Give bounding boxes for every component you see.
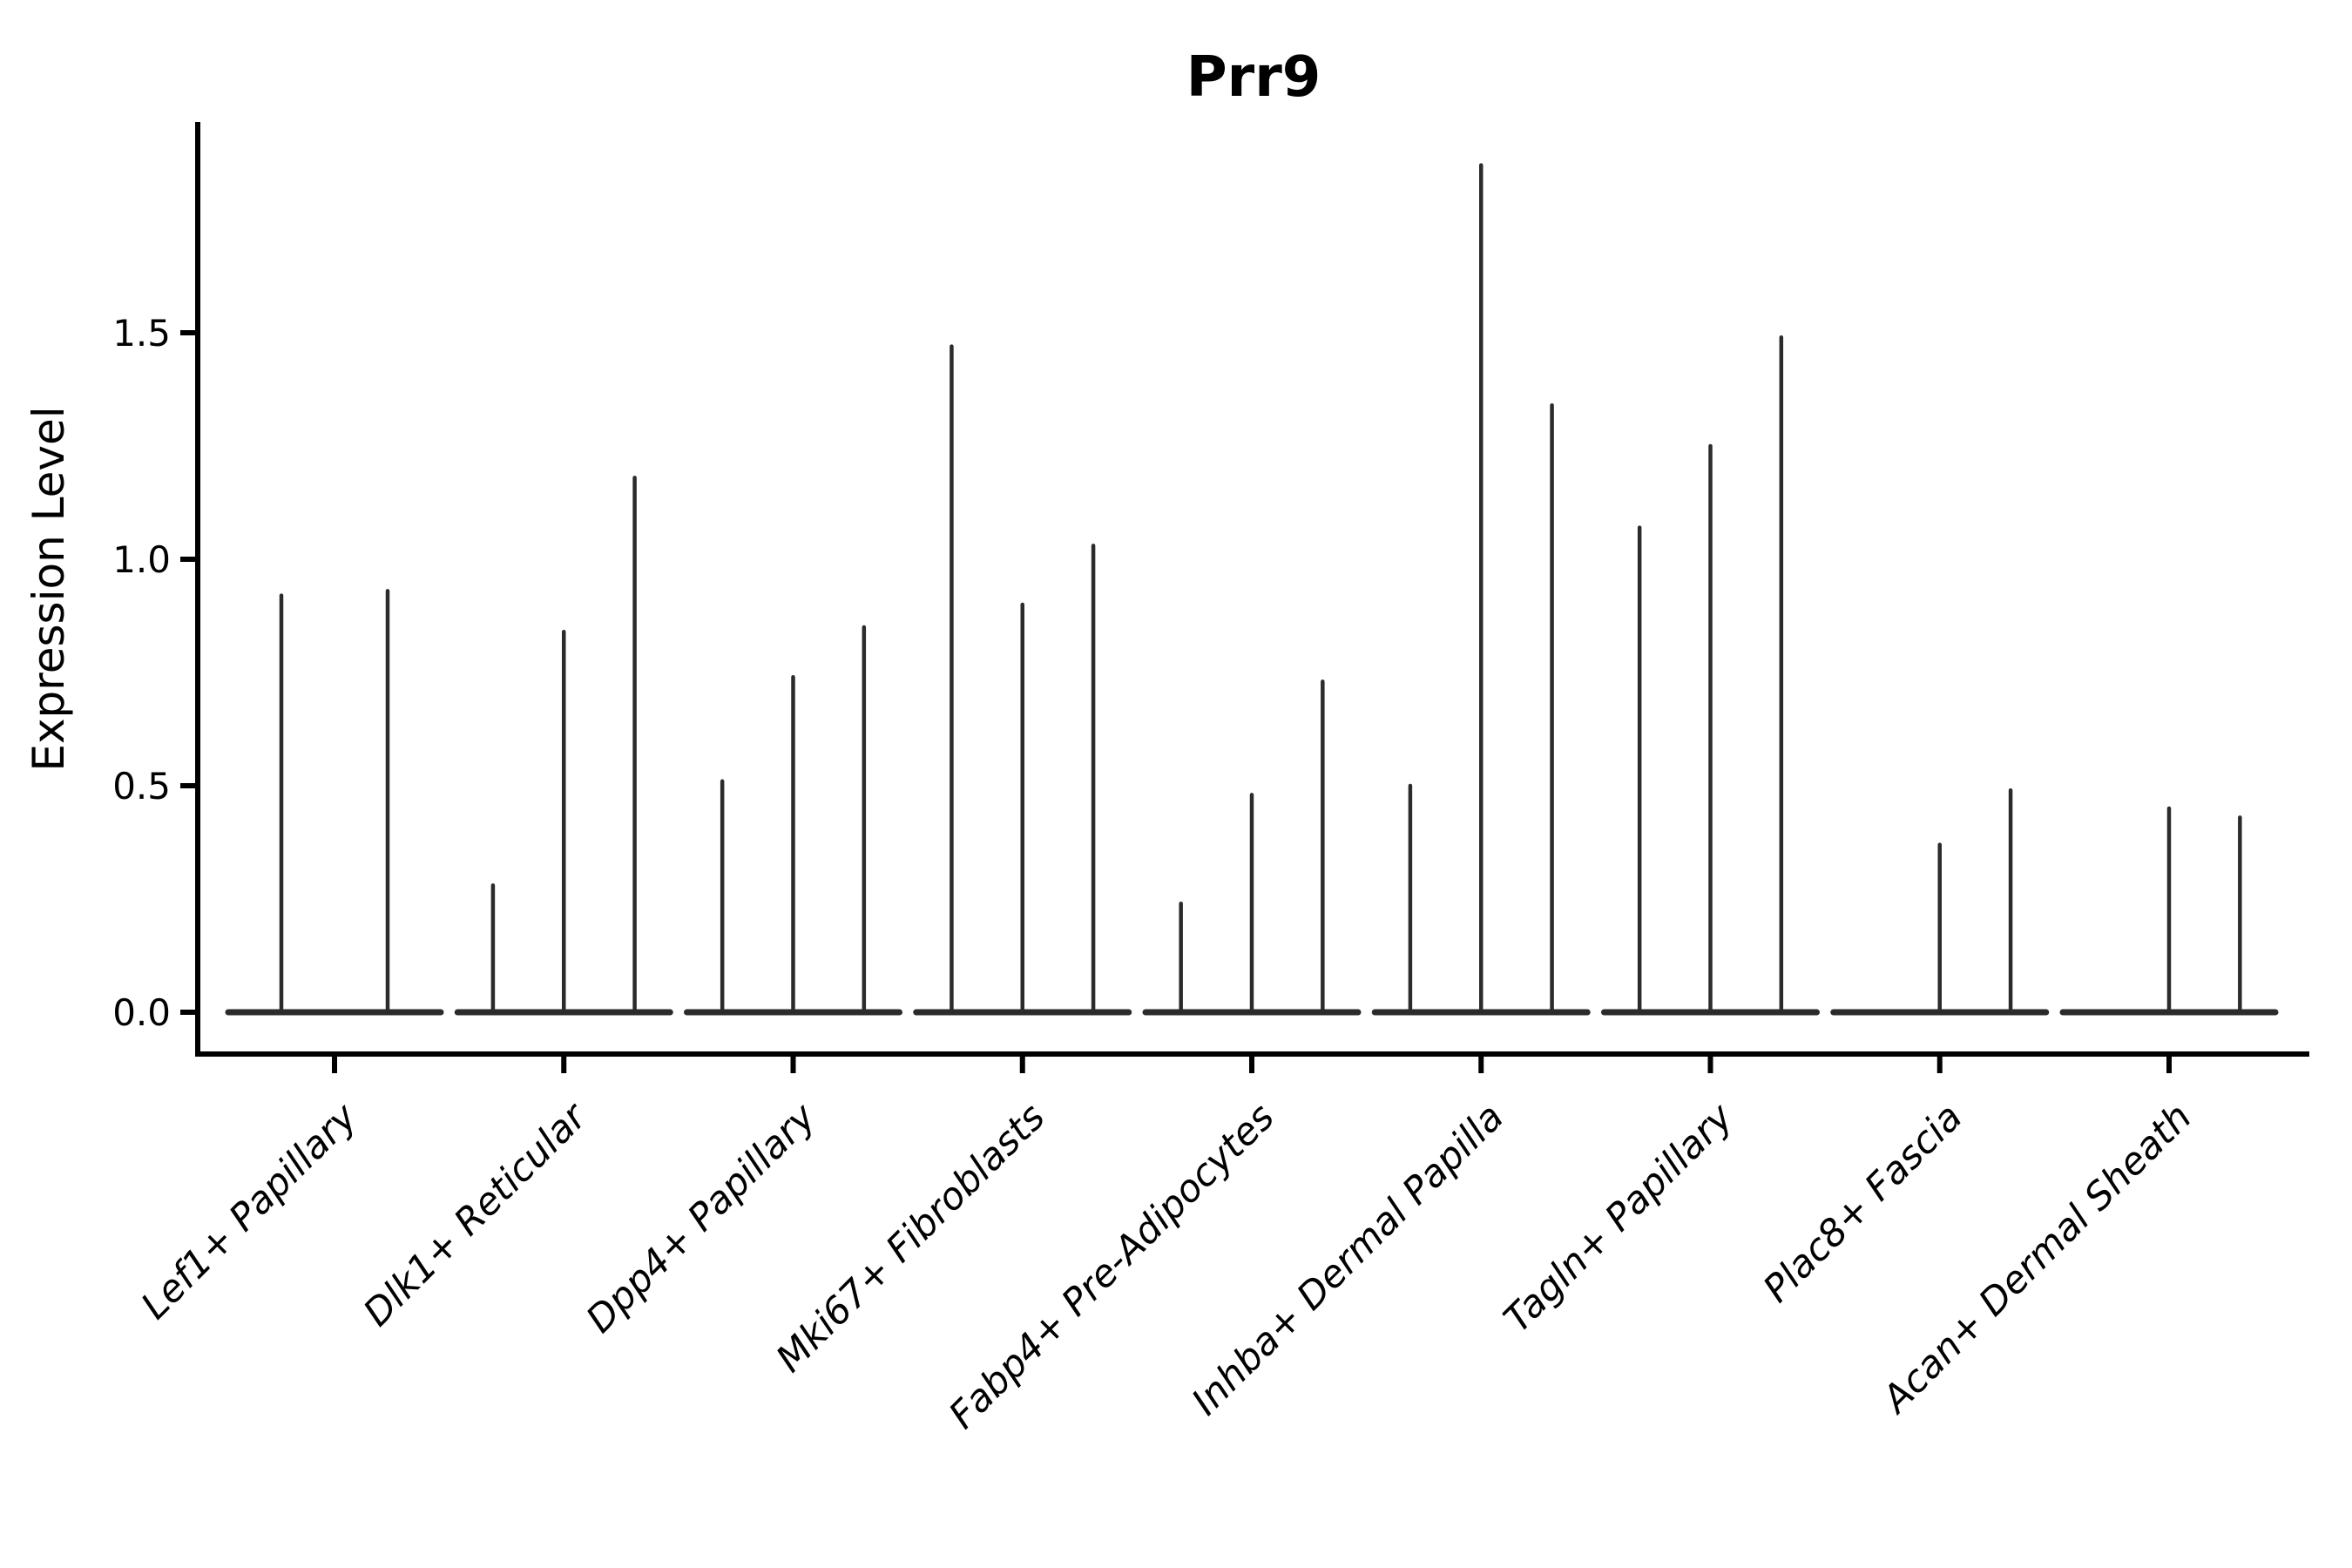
axes-layer xyxy=(180,122,2309,1073)
x-category-label: Plac8+ Fascia xyxy=(1755,1095,1971,1311)
y-axis-title: Expression Level xyxy=(24,406,74,771)
x-category-label: Dlk1+ Reticular xyxy=(355,1094,597,1335)
y-tick-label: 1.5 xyxy=(112,312,171,355)
x-category-label: Dpp4+ Papillary xyxy=(578,1095,825,1342)
violins-layer xyxy=(225,163,2279,1016)
y-tick-label: 0.5 xyxy=(112,765,171,808)
x-category-label: Tagln+ Papillary xyxy=(1496,1095,1742,1342)
y-tick-label: 1.0 xyxy=(112,538,171,581)
y-tick-label: 0.0 xyxy=(112,991,171,1034)
chart-title: Prr9 xyxy=(1186,45,1321,110)
x-category-label: Lef1+ Papillary xyxy=(133,1095,366,1328)
